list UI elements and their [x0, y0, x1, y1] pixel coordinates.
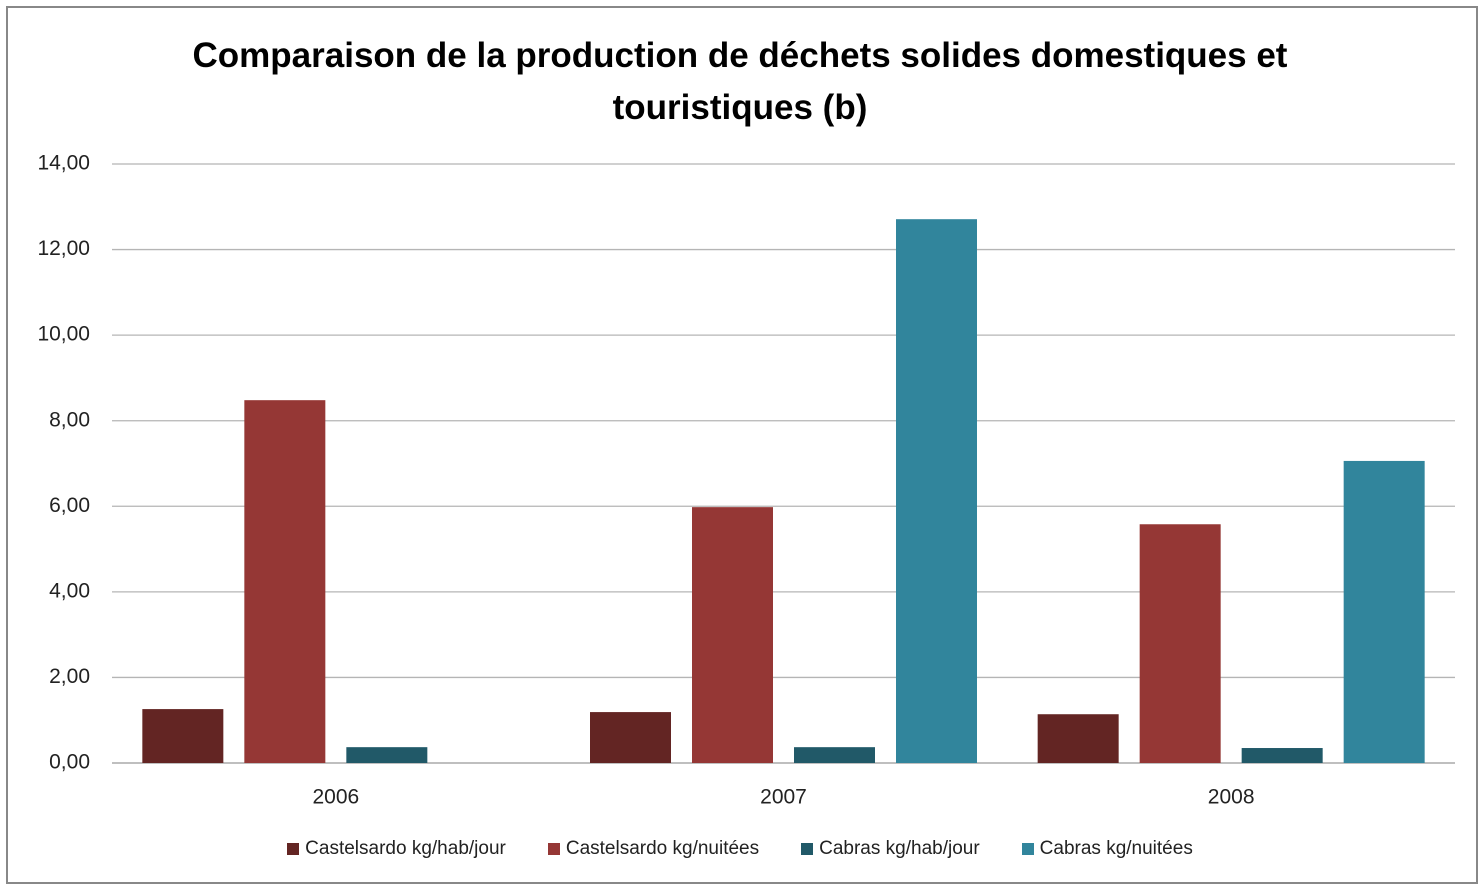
x-tick-label: 2008: [1208, 786, 1255, 809]
x-tick-label: 2006: [312, 786, 359, 809]
bar: [244, 400, 326, 763]
legend-swatch: [287, 843, 300, 855]
legend-swatch: [547, 843, 560, 855]
y-tick-label: 10,00: [37, 323, 90, 346]
y-tick-label: 4,00: [49, 579, 90, 602]
bar: [1139, 524, 1221, 763]
y-tick-label: 12,00: [37, 237, 90, 260]
bar: [590, 712, 671, 763]
legend-label: Castelsardo kg/nuitées: [565, 838, 760, 859]
y-tick-label: 0,00: [49, 751, 90, 774]
bar: [346, 747, 428, 763]
y-tick-label: 8,00: [49, 408, 90, 431]
bar: [896, 219, 977, 763]
bar: [692, 507, 773, 763]
legend-swatch: [801, 843, 814, 855]
legend-label: Cabras kg/nuitées: [1039, 838, 1193, 859]
bar: [1343, 460, 1425, 763]
legend-label: Castelsardo kg/hab/jour: [305, 838, 506, 859]
legend-item: Castelsardo kg/nuitées: [547, 838, 760, 860]
legend-item: Cabras kg/hab/jour: [801, 838, 980, 860]
legend-item: Castelsardo kg/hab/jour: [287, 838, 506, 860]
legend-item: Cabras kg/nuitées: [1021, 838, 1193, 860]
y-tick-label: 14,00: [37, 152, 90, 175]
bar: [142, 709, 224, 763]
bar: [1241, 748, 1323, 763]
legend: Castelsardo kg/hab/jour Castelsardo kg/nu…: [0, 838, 1480, 860]
x-tick-label: 2007: [760, 786, 807, 809]
y-tick-label: 2,00: [49, 665, 90, 688]
chart-title: Comparaison de la production de déchets …: [192, 36, 1288, 127]
chart-border: [6, 6, 1478, 884]
legend-swatch: [1021, 843, 1034, 855]
bar: [794, 747, 875, 763]
bar: [1037, 714, 1119, 763]
legend-label: Cabras kg/hab/jour: [819, 838, 980, 859]
y-tick-label: 6,00: [49, 494, 90, 517]
